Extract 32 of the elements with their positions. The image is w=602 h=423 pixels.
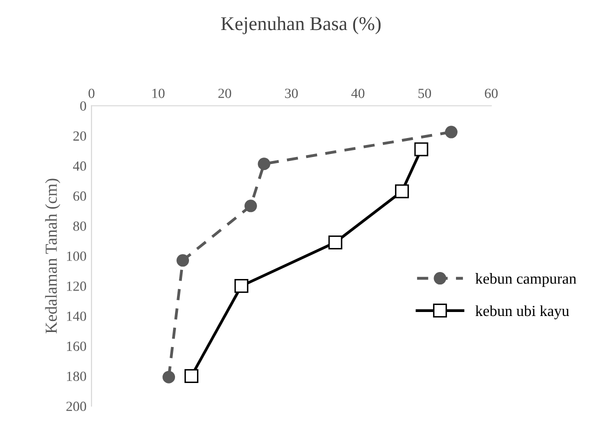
- x-tick-label: 40: [351, 88, 364, 98]
- point: [414, 142, 428, 156]
- y-tick-label: 180: [67, 372, 86, 382]
- y-axis-title: Kedalaman Tanah (cm): [45, 178, 60, 334]
- x-tick-label: 60: [484, 88, 498, 98]
- point: [184, 369, 198, 383]
- x-tick-label: 50: [418, 88, 432, 98]
- y-tick-label: 40: [73, 161, 86, 171]
- y-tick-label: 100: [67, 252, 86, 261]
- x-tick-label: 0: [88, 88, 94, 98]
- point: [328, 235, 342, 250]
- point: [162, 370, 176, 384]
- y-tick-label: 160: [67, 342, 86, 351]
- y-tick-label: 0: [80, 101, 86, 111]
- x-tick-label: 10: [152, 88, 165, 98]
- y-tick-label: 80: [73, 221, 86, 231]
- legend-label: kebun campuran: [475, 273, 576, 287]
- x-tick-label: 20: [218, 88, 232, 98]
- y-tick-label: 20: [73, 131, 86, 141]
- legend-label: kebun ubi kayu: [475, 305, 570, 320]
- chart-title: Kejenuhan Basa (%): [221, 16, 381, 34]
- point: [244, 200, 257, 212]
- x-tick-label: 30: [285, 88, 298, 98]
- point: [234, 279, 248, 293]
- y-tick-label: 140: [67, 312, 86, 321]
- point: [395, 184, 409, 198]
- point: [176, 254, 190, 267]
- point: [445, 126, 458, 138]
- y-tick-label: 60: [73, 191, 86, 201]
- y-tick-label: 120: [67, 282, 86, 291]
- point: [258, 158, 270, 170]
- y-tick-label: 200: [66, 402, 86, 412]
